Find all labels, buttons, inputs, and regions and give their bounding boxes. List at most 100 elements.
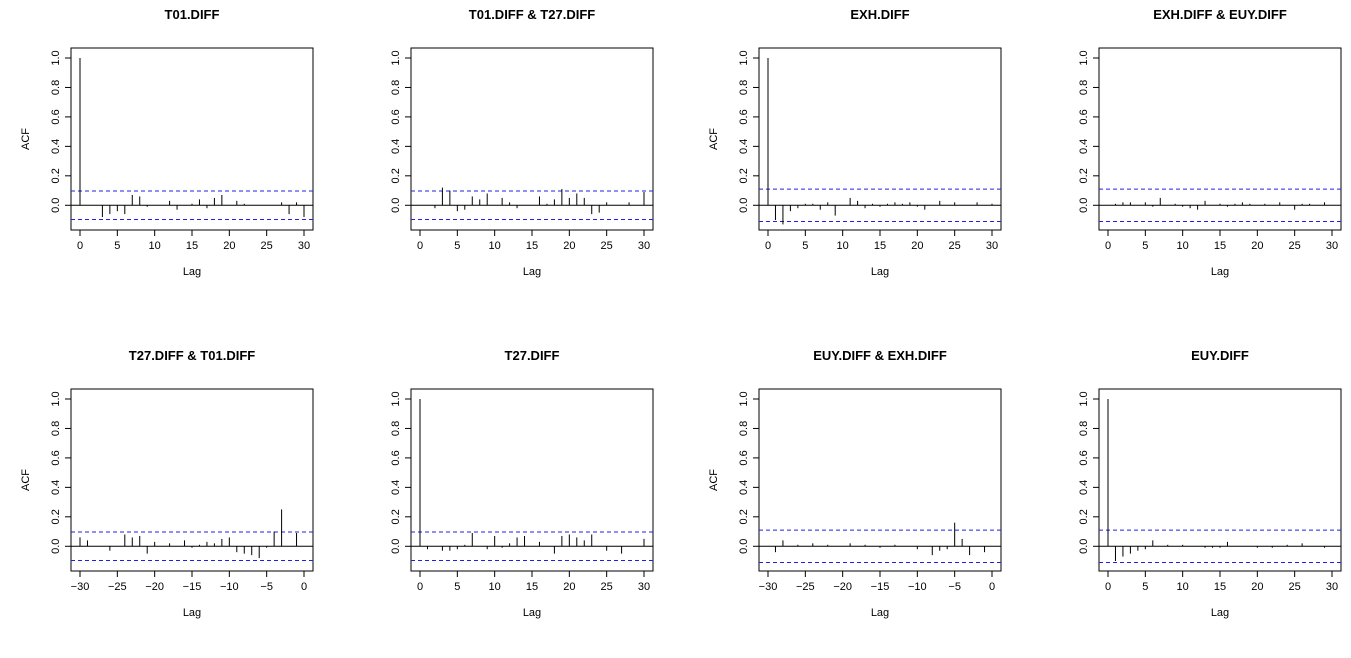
y-tick-label: 0.0 (390, 198, 402, 213)
x-tick-label: 0 (417, 240, 423, 252)
y-tick-label: 0.0 (50, 198, 62, 213)
x-tick-label: 0 (765, 240, 771, 252)
x-tick-label: 15 (526, 240, 538, 252)
panel-title: T27.DIFF (505, 348, 560, 363)
y-tick-label: 0.4 (1078, 480, 1090, 495)
x-tick-label: 15 (186, 240, 198, 252)
y-tick-label: 0.0 (1078, 198, 1090, 213)
x-tick-label: 10 (1177, 581, 1189, 593)
x-tick-label: 5 (802, 240, 808, 252)
x-tick-label: −10 (220, 581, 239, 593)
x-tick-label: 0 (1105, 581, 1111, 593)
x-tick-label: 20 (563, 581, 575, 593)
y-axis-label: ACF (20, 469, 32, 491)
acf-panel: EUY.DIFF 0 5 10 15 20 25 30 Lag 0.0 0.2 0.4 0.6 0.8 1.… (1078, 348, 1342, 619)
y-tick-label: 0.4 (1078, 139, 1090, 154)
y-tick-label: 1.0 (738, 391, 750, 406)
y-tick-label: 1.0 (1078, 391, 1090, 406)
x-tick-label: −30 (71, 581, 90, 593)
x-tick-label: 30 (638, 240, 650, 252)
panel-title: T01.DIFF & T27.DIFF (469, 7, 595, 22)
y-tick-label: 0.0 (738, 198, 750, 213)
x-tick-label: 25 (1289, 581, 1301, 593)
x-tick-label: −5 (948, 581, 961, 593)
y-axis: 0.0 0.2 0.4 0.6 0.8 1.0 ACF (708, 50, 760, 213)
acf-spikes (79, 58, 305, 218)
x-tick-label: 30 (986, 240, 998, 252)
y-axis-label: ACF (708, 469, 720, 491)
y-tick-label: 0.2 (390, 168, 402, 183)
acf-spikes (774, 522, 986, 556)
x-axis: 0 5 10 15 20 25 30 Lag (417, 570, 650, 619)
x-tick-label: −15 (871, 581, 890, 593)
x-tick-label: 25 (261, 240, 273, 252)
x-axis-label: Lag (183, 607, 201, 619)
plot-frame (70, 47, 314, 231)
acf-spikes (1114, 197, 1326, 210)
x-axis: 0 5 10 15 20 25 30 Lag (77, 229, 310, 278)
acf-panel: T01.DIFF 0 5 10 15 20 25 30 Lag 0.0 0.2 0.4 0.6 0.8 1.… (20, 7, 314, 278)
plot-frame (70, 388, 314, 572)
x-tick-label: −20 (145, 581, 164, 593)
x-tick-label: 15 (1214, 240, 1226, 252)
x-tick-label: 5 (114, 240, 120, 252)
y-tick-label: 1.0 (50, 50, 62, 65)
y-tick-label: 0.8 (390, 421, 402, 436)
x-axis: 0 5 10 15 20 25 30 Lag (765, 229, 998, 278)
x-tick-label: 15 (1214, 581, 1226, 593)
y-tick-label: 1.0 (390, 50, 402, 65)
acf-panel: EXH.DIFF & EUY.DIFF 0 5 10 15 20 25 30 Lag 0.0 0.2… (1078, 7, 1342, 278)
y-tick-label: 0.2 (50, 509, 62, 524)
acf-spikes (767, 58, 993, 225)
y-tick-label: 0.0 (390, 539, 402, 554)
y-axis: 0.0 0.2 0.4 0.6 0.8 1.0 ACF (20, 391, 72, 554)
x-axis-label: Lag (871, 266, 889, 278)
x-tick-label: 25 (949, 240, 961, 252)
x-tick-label: 5 (1142, 581, 1148, 593)
y-axis: 0.0 0.2 0.4 0.6 0.8 1.0 ACF (20, 50, 72, 213)
plot-frame (410, 47, 654, 231)
plot-frame (410, 388, 654, 572)
x-tick-label: 10 (837, 240, 849, 252)
acf-panel: T01.DIFF & T27.DIFF 0 5 10 15 20 25 30 Lag 0.0 0.2… (390, 7, 654, 278)
y-tick-label: 0.8 (738, 421, 750, 436)
x-tick-label: 15 (874, 240, 886, 252)
x-axis-label: Lag (871, 607, 889, 619)
x-tick-label: −30 (759, 581, 778, 593)
x-tick-label: 30 (1326, 240, 1338, 252)
y-tick-label: 0.8 (390, 80, 402, 95)
x-axis-label: Lag (183, 266, 201, 278)
y-axis: 0.0 0.2 0.4 0.6 0.8 1.0 (1078, 50, 1100, 213)
y-tick-label: 0.6 (390, 109, 402, 124)
panel-title: EUY.DIFF (1191, 348, 1249, 363)
y-tick-label: 0.2 (1078, 168, 1090, 183)
y-tick-label: 0.6 (738, 109, 750, 124)
x-tick-label: 30 (298, 240, 310, 252)
x-tick-label: 0 (417, 581, 423, 593)
x-axis-label: Lag (523, 266, 541, 278)
y-axis-label: ACF (708, 128, 720, 150)
y-tick-label: 0.6 (50, 109, 62, 124)
y-tick-label: 0.6 (390, 450, 402, 465)
x-tick-label: 20 (911, 240, 923, 252)
y-tick-label: 1.0 (1078, 50, 1090, 65)
x-tick-label: −10 (908, 581, 927, 593)
y-tick-label: 0.4 (738, 139, 750, 154)
x-tick-label: −25 (796, 581, 815, 593)
y-tick-label: 0.8 (1078, 80, 1090, 95)
y-tick-label: 0.8 (1078, 421, 1090, 436)
x-axis: −30 −25 −20 −15 −10 −5 0 Lag (71, 570, 307, 619)
acf-spikes (419, 399, 645, 554)
x-axis: 0 5 10 15 20 25 30 Lag (1105, 570, 1338, 619)
panel-title: T27.DIFF & T01.DIFF (129, 348, 255, 363)
x-tick-label: 0 (301, 581, 307, 593)
y-tick-label: 0.8 (738, 80, 750, 95)
x-tick-label: 25 (1289, 240, 1301, 252)
x-axis-label: Lag (523, 607, 541, 619)
x-axis: 0 5 10 15 20 25 30 Lag (1105, 229, 1338, 278)
acf-spikes (79, 509, 298, 559)
x-tick-label: 25 (601, 240, 613, 252)
y-tick-label: 0.6 (738, 450, 750, 465)
x-tick-label: 10 (1177, 240, 1189, 252)
